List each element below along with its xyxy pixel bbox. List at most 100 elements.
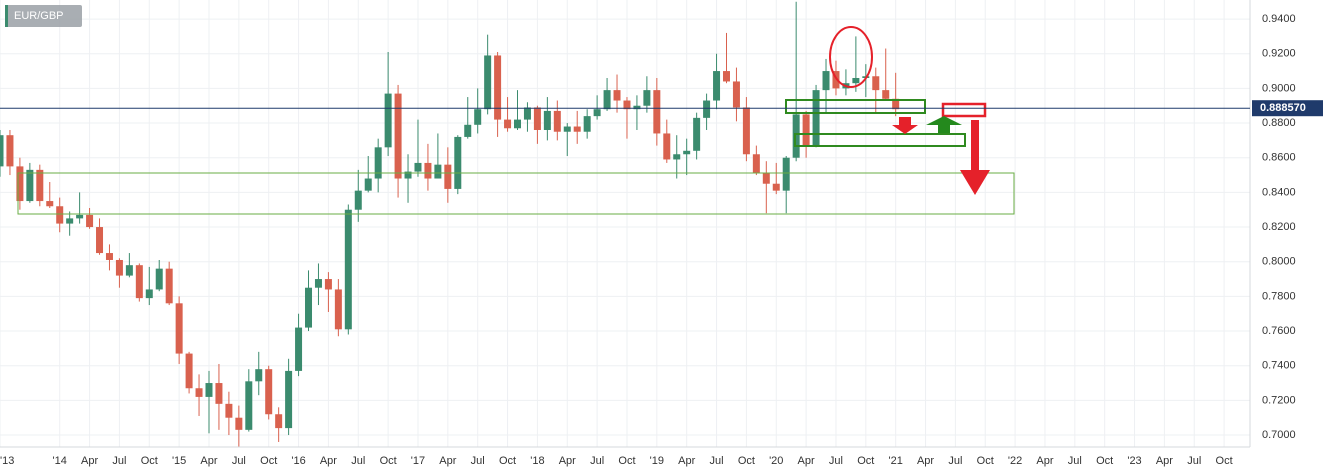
candle-body <box>623 100 631 110</box>
x-tick-label: '20 <box>769 455 783 467</box>
candle-body <box>444 164 452 189</box>
candle-body <box>474 109 482 125</box>
candle-body <box>673 154 681 160</box>
y-tick-label: 0.7800 <box>1262 290 1296 302</box>
candle-body <box>693 117 701 151</box>
candle-body <box>603 90 611 110</box>
x-tick-label: Apr <box>559 455 576 467</box>
candle-body <box>504 119 512 129</box>
x-tick-label: Oct <box>141 455 158 467</box>
candle-body <box>295 327 303 371</box>
candle-body <box>324 279 332 290</box>
candle-body <box>703 100 711 118</box>
candle-body <box>404 171 412 179</box>
candle-body <box>255 369 263 382</box>
x-tick-label: Apr <box>678 455 695 467</box>
x-tick-label: Oct <box>857 455 874 467</box>
x-tick-label: Oct <box>1216 455 1233 467</box>
x-tick-label: Jul <box>1068 455 1082 467</box>
candle-body <box>454 136 462 189</box>
candle-body <box>86 214 94 228</box>
support-box <box>785 99 926 114</box>
chart-title: EUR/GBP <box>14 10 64 22</box>
candle-body <box>76 214 84 219</box>
candle-body <box>46 201 54 207</box>
candle-body <box>722 71 730 82</box>
candle-body <box>205 383 213 397</box>
x-tick-label: Jul <box>590 455 604 467</box>
x-tick-label: Jul <box>351 455 365 467</box>
candle-body <box>135 265 143 299</box>
x-tick-label: '21 <box>889 455 903 467</box>
x-tick-label: Apr <box>81 455 98 467</box>
x-tick-label: Apr <box>320 455 337 467</box>
y-tick-label: 0.8800 <box>1262 117 1296 129</box>
candle-body <box>533 107 541 130</box>
highlight-ellipse <box>829 26 873 88</box>
annotations <box>17 26 1015 215</box>
candle-body <box>732 81 740 108</box>
x-tick-label: Oct <box>260 455 277 467</box>
overlay: EUR/GBP <box>5 5 82 27</box>
symbol-badge <box>5 5 82 27</box>
x-tick-label: Apr <box>200 455 217 467</box>
candle-body <box>713 71 721 101</box>
candle-body <box>563 126 571 132</box>
candle-body <box>772 183 780 191</box>
candle-body <box>374 147 382 179</box>
x-tick-label: Apr <box>917 455 934 467</box>
x-tick-label: '19 <box>650 455 664 467</box>
x-tick-label: Apr <box>1156 455 1173 467</box>
candle-body <box>683 150 691 155</box>
candle-body <box>484 55 492 110</box>
x-tick-label: Oct <box>977 455 994 467</box>
candle-body <box>892 98 900 110</box>
candle-body <box>185 353 193 389</box>
candle-body <box>852 77 860 84</box>
candle-body <box>464 124 472 137</box>
candle-body <box>165 268 173 304</box>
arrow-down-large <box>960 120 990 195</box>
support-box <box>794 133 966 147</box>
x-tick-label: '17 <box>411 455 425 467</box>
candle-body <box>265 369 273 415</box>
x-tick-label: '22 <box>1008 455 1022 467</box>
candle-body <box>56 206 64 224</box>
candle-body <box>175 303 183 354</box>
candle-body <box>16 166 24 202</box>
candle-body <box>523 107 531 120</box>
current-price-label: 0.888570 <box>1260 102 1306 114</box>
x-tick-label: Oct <box>738 455 755 467</box>
x-tick-label: Jul <box>112 455 126 467</box>
x-tick-label: '18 <box>530 455 544 467</box>
candle-body <box>583 116 591 132</box>
candle-body <box>742 107 750 155</box>
candle-body <box>215 383 223 404</box>
x-tick-label: Apr <box>439 455 456 467</box>
candle-body <box>494 55 502 120</box>
x-tick-label: '14 <box>53 455 67 467</box>
current-price-badge <box>1252 100 1323 117</box>
candle-body <box>285 370 293 429</box>
candle-body <box>812 90 820 146</box>
x-tick-label: Jul <box>710 455 724 467</box>
x-tick-label: '15 <box>172 455 186 467</box>
candle-body <box>782 157 790 191</box>
candle-body <box>633 105 641 110</box>
candle-body <box>832 71 840 89</box>
candle-body <box>275 414 283 429</box>
candle-body <box>245 381 253 430</box>
candle-body <box>424 162 432 179</box>
candle-body <box>115 259 123 276</box>
y-tick-label: 0.9000 <box>1262 82 1296 94</box>
candles <box>0 1 900 448</box>
candle-body <box>225 403 233 418</box>
candle-body <box>663 133 671 160</box>
candle-body <box>235 417 243 430</box>
x-tick-label: Oct <box>1096 455 1113 467</box>
candle-body <box>145 289 153 299</box>
y-tick-label: 0.9200 <box>1262 48 1296 60</box>
x-tick-label: Jul <box>948 455 962 467</box>
